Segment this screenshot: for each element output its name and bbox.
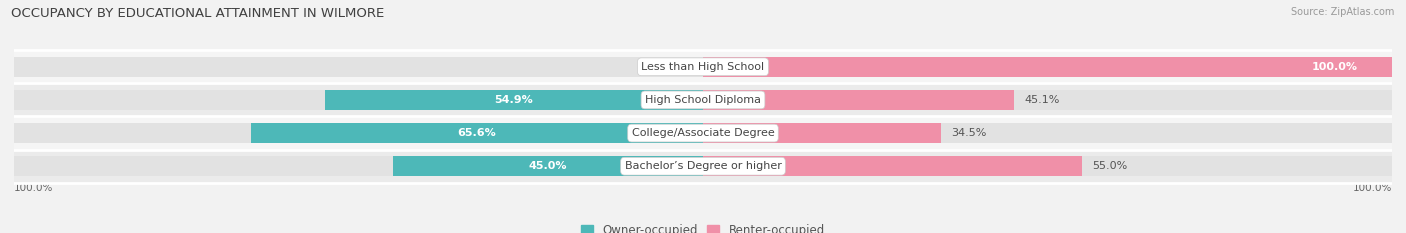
Bar [14,57,703,77]
Text: OCCUPANCY BY EDUCATIONAL ATTAINMENT IN WILMORE: OCCUPANCY BY EDUCATIONAL ATTAINMENT IN W… [11,7,384,20]
Bar [703,156,1083,176]
Bar [703,57,1392,77]
Text: 34.5%: 34.5% [950,128,987,138]
Bar [252,123,703,143]
Bar [14,150,1392,183]
Legend: Owner-occupied, Renter-occupied: Owner-occupied, Renter-occupied [576,219,830,233]
Text: 0.0%: 0.0% [661,62,689,72]
Text: Source: ZipAtlas.com: Source: ZipAtlas.com [1291,7,1395,17]
Bar [703,123,1392,143]
Text: 100.0%: 100.0% [1312,62,1358,72]
Bar [14,156,703,176]
Text: 65.6%: 65.6% [457,128,496,138]
Text: 45.1%: 45.1% [1024,95,1060,105]
Text: 100.0%: 100.0% [14,183,53,193]
Text: Less than High School: Less than High School [641,62,765,72]
Text: 54.9%: 54.9% [495,95,533,105]
Bar [703,90,1392,110]
Text: 45.0%: 45.0% [529,161,567,171]
Bar [703,90,1014,110]
Text: High School Diploma: High School Diploma [645,95,761,105]
Bar [392,156,703,176]
Bar [703,57,1392,77]
Bar [14,83,1392,116]
Bar [703,123,941,143]
Text: College/Associate Degree: College/Associate Degree [631,128,775,138]
Bar [14,90,703,110]
Text: 100.0%: 100.0% [1353,183,1392,193]
Text: Bachelor’s Degree or higher: Bachelor’s Degree or higher [624,161,782,171]
Bar [14,50,1392,83]
Bar [325,90,703,110]
Bar [14,116,1392,150]
Bar [14,123,703,143]
Text: 55.0%: 55.0% [1092,161,1128,171]
Bar [703,156,1392,176]
